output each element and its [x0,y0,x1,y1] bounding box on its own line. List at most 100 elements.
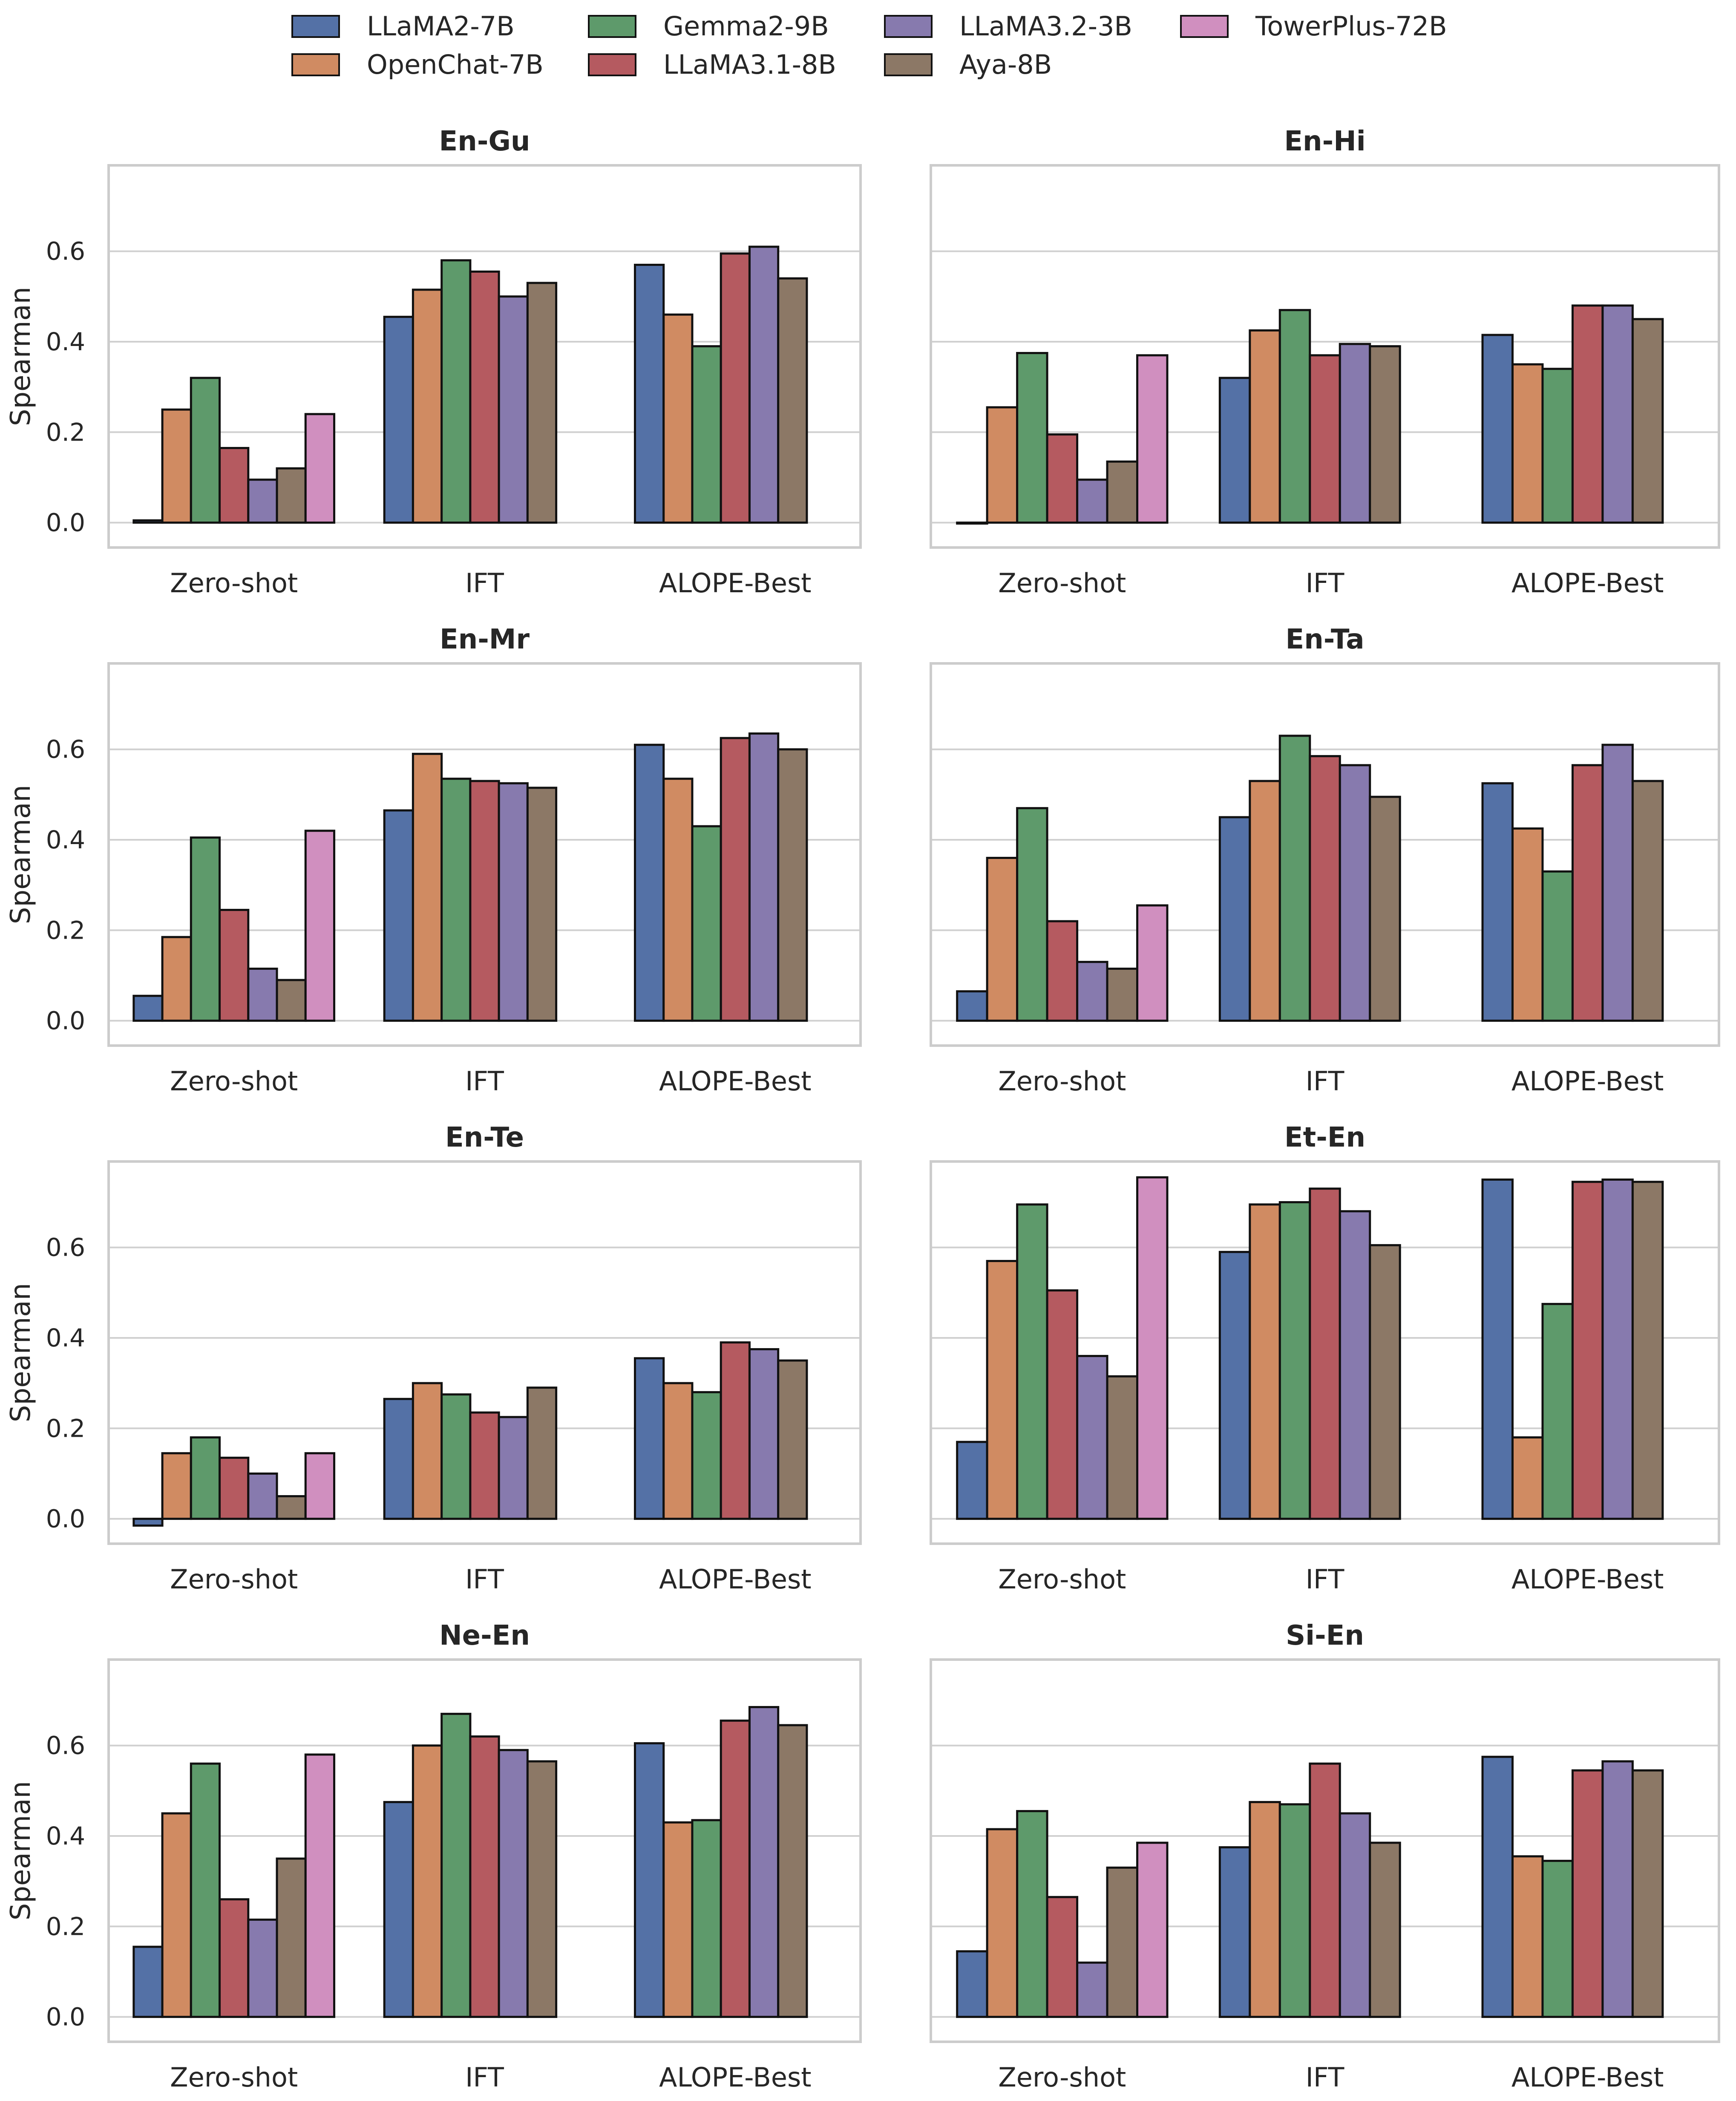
panel-en-te: Zero-shot IFT ALOPE-Best En-Te 0.0 0.2 0.4 0.6 S… [5,1122,862,1595]
legend-item-llama2-7b: LLaMA2-7B [291,11,515,42]
y-tick-label: 0.0 [46,1006,85,1035]
bar-en-ta-alope-best-gemma2-9b [1541,870,1574,1022]
bar-en-ta-ift-llama3-2-3b [1339,764,1371,1022]
x-tick-label: ALOPE-Best [1511,568,1664,599]
legend-label: OpenChat-7B [367,49,544,80]
bar-en-te-ift-openchat-7b [412,1382,443,1520]
bar-en-mr-ift-openchat-7b [412,752,443,1022]
bar-en-mr-alope-best-llama2-7b [634,744,665,1022]
y-tick-label: 0.2 [46,418,85,447]
bar-si-en-ift-llama3-1-8b [1309,1762,1341,2018]
bar-si-en-ift-llama2-7b [1218,1846,1251,2018]
bar-en-te-zero-shot-llama3-1-8b [219,1456,250,1520]
bar-si-en-zero-shot-llama3-2-3b [1076,1961,1108,2018]
bar-et-en-alope-best-gemma2-9b [1541,1303,1574,1520]
y-tick-label: 0.2 [46,1912,85,1941]
bar-en-hi-ift-llama3-2-3b [1339,343,1371,524]
legend-swatch [588,53,636,76]
y-tick-label: 0.4 [46,1821,85,1850]
legend-item-towerplus-72b: TowerPlus-72B [1180,11,1447,42]
bar-si-en-alope-best-llama2-7b [1481,1755,1514,2018]
bar-et-en-alope-best-aya-8b [1631,1181,1664,1520]
bar-en-te-alope-best-gemma2-9b [691,1391,722,1520]
bar-en-gu-ift-aya-8b [526,282,558,524]
bar-en-hi-zero-shot-aya-8b [1106,460,1139,524]
bar-si-en-ift-openchat-7b [1249,1801,1281,2018]
legend-label: LLaMA3.1-8B [663,49,836,80]
bar-en-hi-zero-shot-llama3-2-3b [1076,478,1108,524]
bar-en-hi-ift-llama2-7b [1218,377,1251,524]
bar-en-gu-zero-shot-aya-8b [276,467,307,524]
bar-en-hi-alope-best-llama2-7b [1481,334,1514,524]
bar-en-te-alope-best-llama3-2-3b [748,1348,780,1520]
bar-et-en-alope-best-openchat-7b [1511,1436,1544,1520]
bar-en-mr-ift-gemma2-9b [440,778,472,1022]
bar-ne-en-zero-shot-llama3-2-3b [247,1918,278,2018]
bar-en-mr-ift-llama2-7b [383,809,414,1022]
bar-et-en-alope-best-llama2-7b [1481,1178,1514,1520]
bar-ne-en-zero-shot-openchat-7b [161,1812,192,2018]
bar-en-gu-alope-best-aya-8b [777,277,808,524]
panel-title: Ne-En [439,1620,530,1651]
bar-et-en-ift-llama2-7b [1218,1251,1251,1520]
bar-en-ta-zero-shot-aya-8b [1106,968,1139,1022]
panel-frame [930,164,1720,549]
bar-en-gu-alope-best-gemma2-9b [691,345,722,524]
x-tick-label: IFT [1306,2062,1345,2093]
y-axis-label: Spearman [5,785,37,924]
y-tick-label: 0.0 [46,508,85,537]
bar-ne-en-ift-aya-8b [526,1760,558,2018]
bar-en-ta-alope-best-llama2-7b [1481,782,1514,1022]
panel-title: Si-En [1286,1620,1364,1651]
bar-en-hi-zero-shot-gemma2-9b [1016,352,1048,524]
x-tick-label: ALOPE-Best [659,568,812,599]
x-tick-label: Zero-shot [998,1564,1126,1595]
bar-en-te-ift-llama3-2-3b [498,1416,529,1520]
bar-en-ta-ift-gemma2-9b [1278,735,1311,1022]
bar-si-en-ift-gemma2-9b [1278,1803,1311,2018]
bar-ne-en-ift-llama3-1-8b [469,1735,500,2018]
bar-et-en-zero-shot-towerplus-72b [1136,1176,1169,1520]
bar-en-mr-alope-best-llama3-1-8b [720,737,751,1022]
bar-en-gu-alope-best-llama3-1-8b [720,252,751,524]
bar-en-mr-zero-shot-llama3-2-3b [247,968,278,1022]
x-tick-label: Zero-shot [170,1564,298,1595]
panels: Zero-shot IFT ALOPE-Best En-Gu 0.0 0.2 0.4 0.6 S… [5,126,1720,2093]
bar-en-hi-alope-best-aya-8b [1631,318,1664,524]
bar-en-hi-ift-gemma2-9b [1278,309,1311,524]
bar-ne-en-ift-gemma2-9b [440,1712,472,2018]
bar-en-mr-zero-shot-towerplus-72b [304,830,335,1022]
panel-title: En-Te [445,1122,524,1153]
panel-en-gu: Zero-shot IFT ALOPE-Best En-Gu 0.0 0.2 0.4 0.6 S… [5,126,862,599]
bar-en-gu-alope-best-llama3-2-3b [748,245,780,524]
bar-en-mr-zero-shot-llama2-7b [132,994,164,1022]
bar-en-gu-zero-shot-towerplus-72b [304,413,335,524]
bar-en-hi-alope-best-llama3-2-3b [1601,304,1634,524]
panel-title: En-Ta [1285,624,1364,655]
panel-frame [107,1658,862,2043]
bar-ne-en-alope-best-gemma2-9b [691,1819,722,2018]
bar-en-gu-ift-openchat-7b [412,288,443,524]
x-tick-label: IFT [1306,1066,1345,1097]
bar-ne-en-alope-best-openchat-7b [662,1821,694,2018]
panel-frame [930,1160,1720,1545]
bar-en-gu-zero-shot-openchat-7b [161,408,192,524]
legend-swatch [884,15,933,38]
bar-en-mr-alope-best-gemma2-9b [691,825,722,1022]
bar-ne-en-alope-best-llama3-1-8b [720,1719,751,2018]
bar-en-te-zero-shot-towerplus-72b [304,1452,335,1520]
x-tick-label: Zero-shot [998,1066,1126,1097]
panel-si-en: Zero-shot IFT ALOPE-Best Si-En [930,1620,1720,2093]
bar-en-hi-alope-best-llama3-1-8b [1571,304,1604,524]
bar-si-en-alope-best-gemma2-9b [1541,1859,1574,2018]
legend-item-gemma2-9b: Gemma2-9B [588,11,829,42]
bar-en-ta-alope-best-llama3-2-3b [1601,744,1634,1022]
bar-et-en-alope-best-llama3-2-3b [1601,1178,1634,1520]
y-axis-label: Spearman [5,287,37,426]
panel-frame [930,1658,1720,2043]
bar-et-en-zero-shot-gemma2-9b [1016,1203,1048,1520]
bar-en-te-alope-best-openchat-7b [662,1382,694,1520]
legend-label: LLaMA2-7B [367,11,515,42]
x-tick-label: IFT [1306,568,1345,599]
legend-label: LLaMA3.2-3B [959,11,1132,42]
